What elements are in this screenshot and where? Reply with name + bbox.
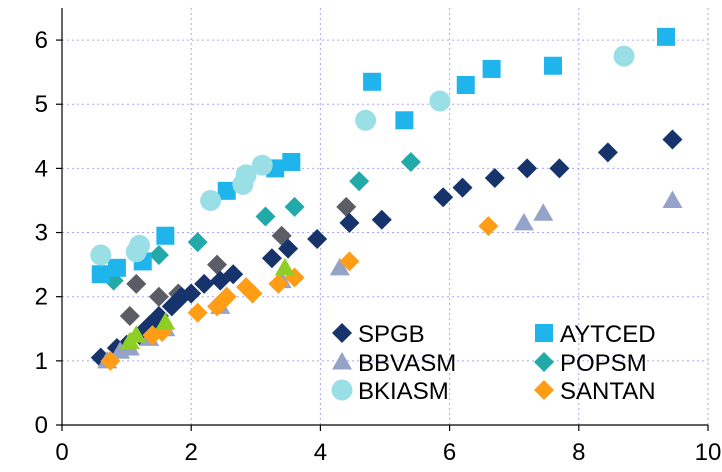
data-point-series-6 (126, 273, 147, 294)
data-point-spgb (371, 209, 392, 230)
data-point-aytced (156, 226, 175, 245)
legend-label: BKIASM (358, 378, 449, 405)
data-point-bkiasm (251, 154, 273, 176)
data-point-spgb (433, 187, 454, 208)
data-point-santan (478, 216, 499, 237)
data-point-aytced (482, 59, 501, 78)
data-point-spgb (261, 248, 282, 269)
legend-marker-triangle-icon (332, 352, 352, 370)
x-tick-label: 8 (572, 439, 585, 466)
y-tick-label: 6 (35, 27, 48, 54)
data-point-spgb (339, 212, 360, 233)
legend-item-bkiasm: BKIASM (331, 378, 449, 405)
data-point-santan (242, 283, 263, 304)
data-point-bbvasm (329, 257, 350, 276)
y-tick-label: 1 (35, 348, 48, 375)
data-point-popsm (148, 244, 169, 265)
data-point-spgb (662, 129, 683, 150)
y-tick-label: 0 (35, 412, 48, 439)
axes (56, 8, 709, 431)
data-point-santan (187, 302, 208, 323)
legend-item-bbvasm: BBVASM (332, 350, 456, 377)
data-point-aytced (282, 152, 301, 171)
data-point-series-6 (207, 254, 228, 275)
data-point-santan (216, 286, 237, 307)
data-point-bbvasm (513, 212, 534, 231)
y-tick-label: 3 (35, 220, 48, 247)
data-point-aytced (107, 258, 126, 277)
y-tick-label: 4 (35, 155, 48, 182)
x-tick-label: 4 (314, 439, 327, 466)
data-point-santan (268, 273, 289, 294)
data-point-spgb (517, 158, 538, 179)
data-point-series-7 (274, 257, 295, 276)
x-tick-label: 0 (55, 439, 68, 466)
legend-label: SANTAN (560, 378, 656, 405)
legend-item-aytced: AYTCED (535, 321, 656, 348)
data-point-santan (100, 350, 121, 371)
data-point-spgb (278, 238, 299, 259)
data-point-aytced (456, 75, 475, 94)
legend-item-santan: SANTAN (534, 378, 656, 405)
data-point-bkiasm (200, 189, 222, 211)
data-point-series-6 (336, 196, 357, 217)
legend-item-popsm: POPSM (534, 350, 647, 377)
data-point-spgb (484, 168, 505, 189)
data-point-spgb (452, 177, 473, 198)
data-point-spgb (194, 273, 215, 294)
x-tick-label: 2 (185, 439, 198, 466)
legend: SPGB AYTCED BBVASM POPSM BKIASM SANTAN (331, 321, 656, 405)
data-point-santan (339, 251, 360, 272)
data-point-bkiasm (129, 234, 151, 256)
data-point-aytced (363, 72, 382, 91)
data-point-spgb (307, 228, 328, 249)
data-point-bkiasm (429, 90, 451, 112)
data-point-aytced (91, 265, 110, 284)
legend-marker-diamond-icon (534, 380, 554, 400)
y-tick-label: 5 (35, 91, 48, 118)
data-point-series-6 (148, 286, 169, 307)
data-point-popsm (187, 232, 208, 253)
data-point-aytced (395, 111, 414, 130)
data-point-bkiasm (613, 45, 635, 67)
data-point-popsm (400, 151, 421, 172)
data-point-series-6 (119, 305, 140, 326)
data-point-aytced (657, 27, 676, 46)
legend-label: AYTCED (560, 321, 656, 348)
y-tick-label: 2 (35, 284, 48, 311)
data-point-aytced (217, 181, 236, 200)
legend-label: BBVASM (358, 350, 456, 377)
data-point-spgb (181, 283, 202, 304)
legend-marker-square-icon (535, 324, 553, 342)
data-point-spgb (223, 264, 244, 285)
data-point-bkiasm (90, 244, 112, 266)
x-tick-label: 6 (443, 439, 456, 466)
data-point-popsm (284, 196, 305, 217)
y-tick-labels: 0 1 2 3 4 5 6 (35, 27, 48, 439)
x-tick-label: 10 (695, 439, 722, 466)
data-point-bbvasm (662, 190, 683, 208)
data-point-bbvasm (533, 203, 554, 221)
legend-marker-diamond-icon (332, 323, 352, 343)
data-point-series-7 (126, 325, 147, 343)
data-point-bkiasm (355, 109, 377, 131)
data-points (90, 27, 683, 371)
data-point-bkiasm (235, 164, 257, 186)
data-point-series-7 (155, 312, 176, 330)
data-point-popsm (255, 206, 276, 227)
x-tick-labels: 0 2 4 6 8 10 (55, 439, 721, 466)
legend-label: POPSM (560, 350, 647, 377)
legend-marker-circle-icon (331, 379, 353, 401)
legend-label: SPGB (358, 321, 425, 348)
legend-marker-diamond-icon (534, 352, 554, 372)
data-point-spgb (597, 142, 618, 163)
data-point-popsm (349, 171, 370, 192)
legend-item-spgb: SPGB (332, 321, 425, 348)
data-point-spgb (549, 158, 570, 179)
data-point-aytced (543, 56, 562, 75)
